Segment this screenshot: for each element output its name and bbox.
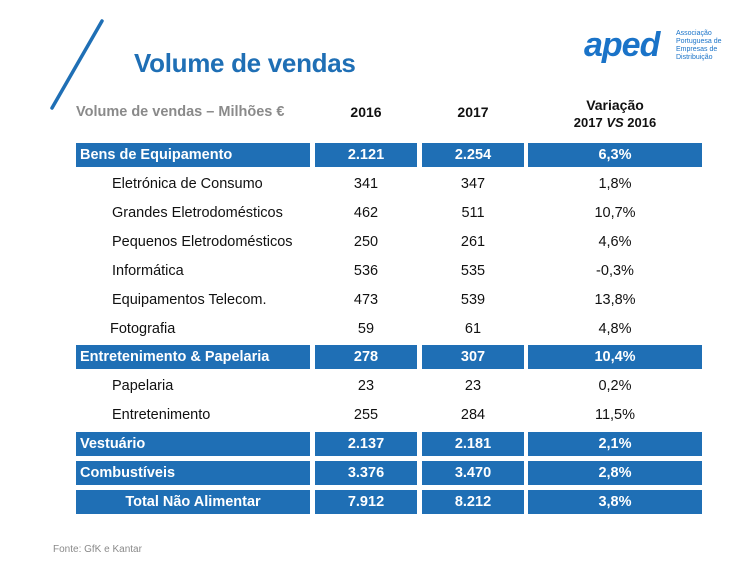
value-2016: 255	[353, 407, 379, 423]
value-2016: 250	[353, 234, 379, 250]
value-2016: 7.912	[315, 490, 417, 514]
table-row: Pequenos Eletrodomésticos 250 261 4,6%	[0, 230, 748, 254]
row-label: Vestuário	[76, 432, 310, 456]
decorative-slash	[50, 19, 104, 110]
variation-value: -0,3%	[596, 263, 634, 279]
variation-value: 6,3%	[528, 143, 702, 167]
value-2016: 462	[353, 205, 379, 221]
table-header-variation: Variação 2017 VS 2016	[528, 97, 702, 131]
value-2016: 278	[315, 345, 417, 369]
variation-value: 10,7%	[594, 205, 636, 221]
table-header-2017: 2017	[457, 104, 489, 120]
variation-value: 4,6%	[598, 234, 632, 250]
table-header-label: Volume de vendas – Milhões €	[76, 104, 285, 120]
value-2017: 261	[460, 234, 486, 250]
value-2017: 3.470	[422, 461, 524, 485]
category-row: Bens de Equipamento 2.121 2.254 6,3%	[0, 143, 748, 167]
variation-value: 0,2%	[598, 378, 632, 394]
value-2016: 59	[357, 321, 375, 337]
value-2017: 539	[460, 292, 486, 308]
value-2017: 61	[464, 321, 482, 337]
table-row: Fotografia 59 61 4,8%	[0, 317, 748, 341]
table-row: Grandes Eletrodomésticos 462 511 10,7%	[0, 201, 748, 225]
value-2017: 23	[464, 378, 482, 394]
value-2016: 2.121	[315, 143, 417, 167]
variation-value: 2,8%	[528, 461, 702, 485]
category-row: Vestuário 2.137 2.181 2,1%	[0, 432, 748, 456]
logo-subtitle: Associação Portuguesa de Empresas de Dis…	[676, 30, 722, 61]
row-label: Fotografia	[110, 321, 176, 337]
variation-value: 10,4%	[528, 345, 702, 369]
page-title: Volume de vendas	[134, 48, 356, 78]
value-2016: 473	[353, 292, 379, 308]
row-label: Informática	[112, 263, 184, 279]
value-2017: 2.181	[422, 432, 524, 456]
value-2017: 535	[460, 263, 486, 279]
value-2016: 536	[353, 263, 379, 279]
variation-value: 3,8%	[528, 490, 702, 514]
category-row: Entretenimento & Papelaria 278 307 10,4%	[0, 345, 748, 369]
row-label: Papelaria	[112, 378, 174, 394]
row-label: Grandes Eletrodomésticos	[112, 205, 283, 221]
variation-value: 1,8%	[598, 176, 632, 192]
table-row: Entretenimento 255 284 11,5%	[0, 403, 748, 427]
table-row: Papelaria 23 23 0,2%	[0, 374, 748, 398]
table-row: Eletrónica de Consumo 341 347 1,8%	[0, 172, 748, 196]
value-2017: 347	[460, 176, 486, 192]
category-row: Combustíveis 3.376 3.470 2,8%	[0, 461, 748, 485]
value-2017: 8.212	[422, 490, 524, 514]
source-footnote: Fonte: GfK e Kantar	[53, 544, 142, 555]
value-2017: 511	[461, 205, 485, 221]
variation-value: 4,8%	[598, 321, 632, 337]
row-label: Bens de Equipamento	[76, 143, 310, 167]
table-row: Informática 536 535 -0,3%	[0, 259, 748, 283]
logo-wordmark: aped	[584, 26, 660, 64]
row-label: Eletrónica de Consumo	[112, 176, 263, 192]
table-header-2016: 2016	[350, 104, 382, 120]
value-2017: 307	[422, 345, 524, 369]
variation-value: 2,1%	[528, 432, 702, 456]
variation-value: 11,5%	[594, 407, 636, 423]
value-2016: 3.376	[315, 461, 417, 485]
row-label: Entretenimento & Papelaria	[76, 345, 310, 369]
row-label: Combustíveis	[76, 461, 310, 485]
variation-subtitle: 2017 VS 2016	[573, 115, 657, 130]
variation-value: 13,8%	[594, 292, 636, 308]
value-2017: 2.254	[422, 143, 524, 167]
value-2017: 284	[460, 407, 486, 423]
row-label: Total Não Alimentar	[76, 490, 310, 514]
row-label: Equipamentos Telecom.	[112, 292, 267, 308]
table-row: Equipamentos Telecom. 473 539 13,8%	[0, 288, 748, 312]
category-row: Total Não Alimentar 7.912 8.212 3,8%	[0, 490, 748, 514]
value-2016: 23	[357, 378, 375, 394]
aped-logo: aped Associação Portuguesa de Empresas d…	[584, 28, 734, 68]
value-2016: 2.137	[315, 432, 417, 456]
value-2016: 341	[353, 176, 379, 192]
row-label: Entretenimento	[112, 407, 211, 423]
row-label: Pequenos Eletrodomésticos	[112, 234, 293, 250]
variation-title: Variação	[586, 97, 644, 113]
